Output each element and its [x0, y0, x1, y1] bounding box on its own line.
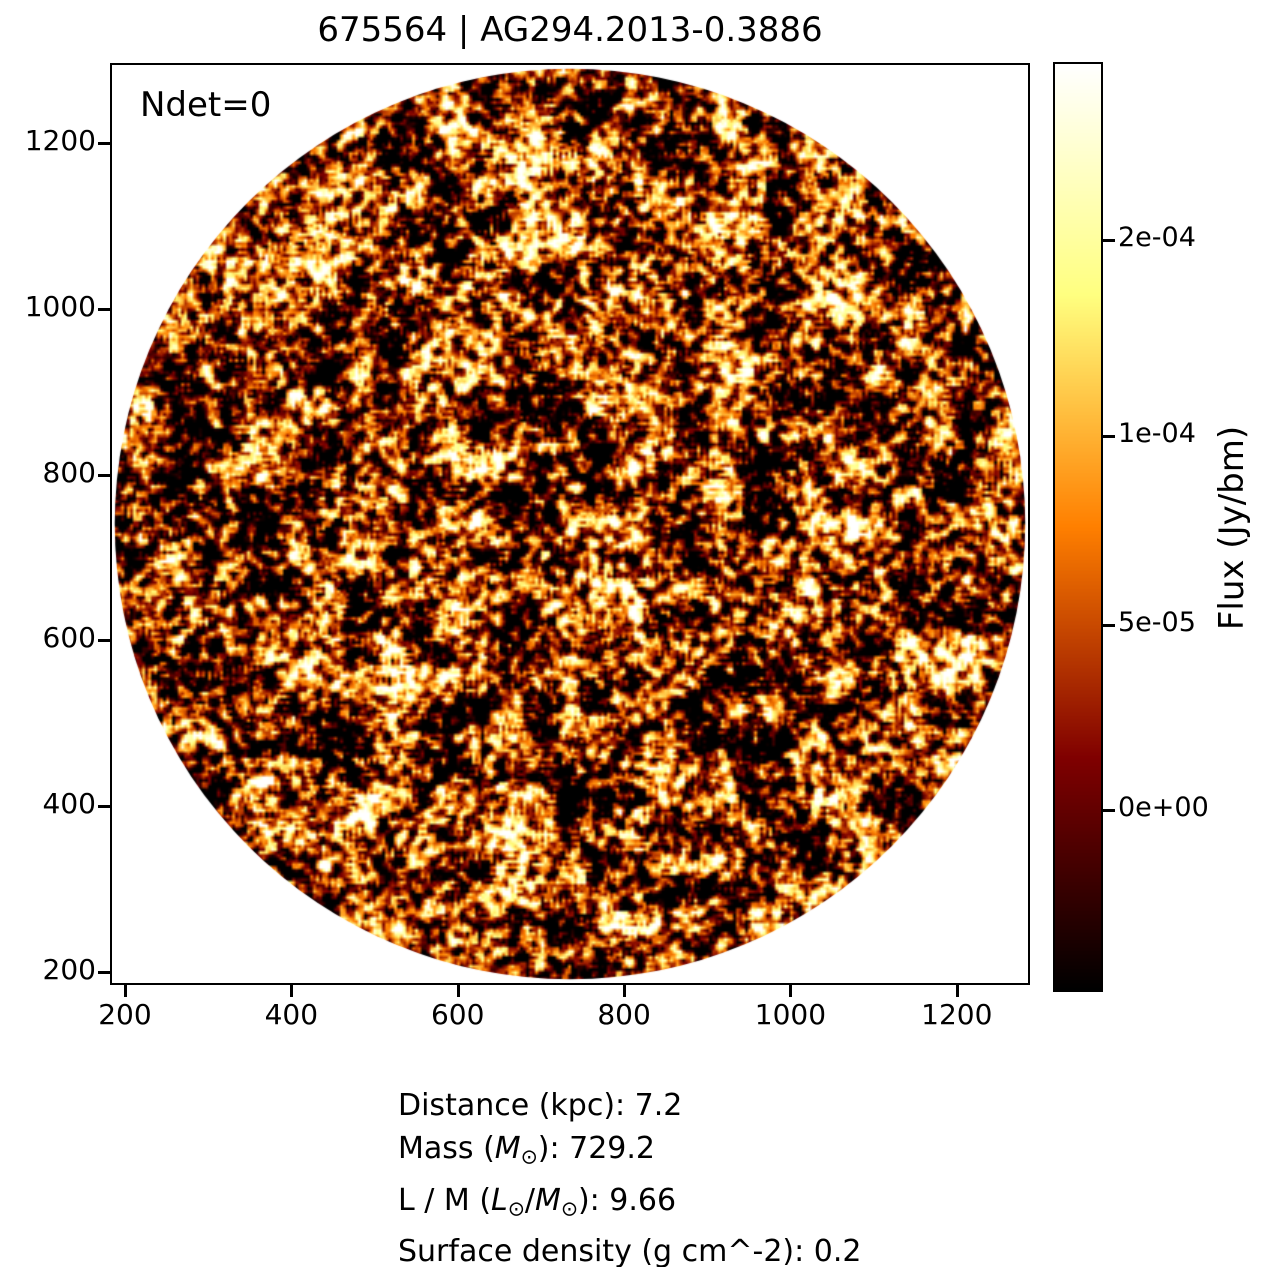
- x-axis-tick-label: 1200: [921, 998, 993, 1031]
- y-axis-tick-mark: [98, 308, 110, 312]
- stat-line: Surface density (g cm^-2): 0.2: [398, 1234, 862, 1267]
- y-axis-tick-mark: [98, 970, 110, 974]
- plot-title: 675564 | AG294.2013-0.3886: [317, 10, 823, 50]
- y-axis-tick-mark: [98, 639, 110, 643]
- colorbar-tick-mark: [1103, 623, 1115, 627]
- y-axis-tick-label: 800: [42, 455, 96, 489]
- y-axis-tick-label: 1200: [24, 124, 96, 158]
- colorbar-tick-mark: [1103, 808, 1115, 812]
- colorbar-gradient: [1055, 64, 1101, 990]
- colorbar-tick-label: 2e-04: [1118, 221, 1196, 253]
- y-axis-tick-mark: [98, 473, 110, 477]
- x-axis-tick-label: 600: [430, 998, 485, 1031]
- colorbar-label: Flux (Jy/bm): [1212, 425, 1252, 631]
- colorbar-tick-mark: [1103, 238, 1115, 242]
- x-axis-tick-mark: [955, 985, 959, 997]
- y-axis-tick-label: 200: [42, 952, 96, 986]
- x-axis-tick-label: 1000: [754, 998, 827, 1031]
- stat-line: L / M (L⊙/M⊙): 9.66: [398, 1182, 677, 1221]
- colorbar-tick-mark: [1103, 434, 1115, 438]
- x-axis-tick-mark: [456, 985, 460, 997]
- ndet-annotation: Ndet=0: [140, 85, 272, 125]
- x-axis-tick-mark: [623, 985, 627, 997]
- y-axis-tick-label: 400: [42, 787, 96, 821]
- y-axis-tick-label: 600: [42, 621, 96, 655]
- colorbar-tick-label: 0e+00: [1118, 791, 1209, 823]
- x-axis-tick-mark: [290, 985, 294, 997]
- colorbar-tick-label: 1e-04: [1118, 417, 1196, 449]
- x-axis-tick-label: 800: [597, 998, 651, 1031]
- stat-line: Distance (kpc): 7.2: [398, 1088, 683, 1123]
- x-axis-tick-label: 400: [264, 998, 319, 1031]
- colorbar: [1053, 62, 1103, 992]
- colorbar-tick-label: 5e-05: [1118, 606, 1196, 638]
- stats-block: Distance (kpc): 7.2 Mass (M⊙): 729.2 L / M…: [398, 1084, 861, 1267]
- y-axis-tick-label: 1000: [24, 290, 96, 324]
- flux-map-image: [112, 65, 1028, 983]
- x-axis-tick-label: 200: [98, 998, 152, 1031]
- x-axis-tick-mark: [789, 985, 793, 997]
- y-axis-tick-mark: [98, 142, 110, 146]
- x-axis-tick-mark: [123, 985, 127, 997]
- stat-line: Mass (M⊙): 729.2: [398, 1131, 655, 1169]
- plot-area: Ndet=0: [110, 63, 1030, 985]
- y-axis-tick-mark: [98, 805, 110, 809]
